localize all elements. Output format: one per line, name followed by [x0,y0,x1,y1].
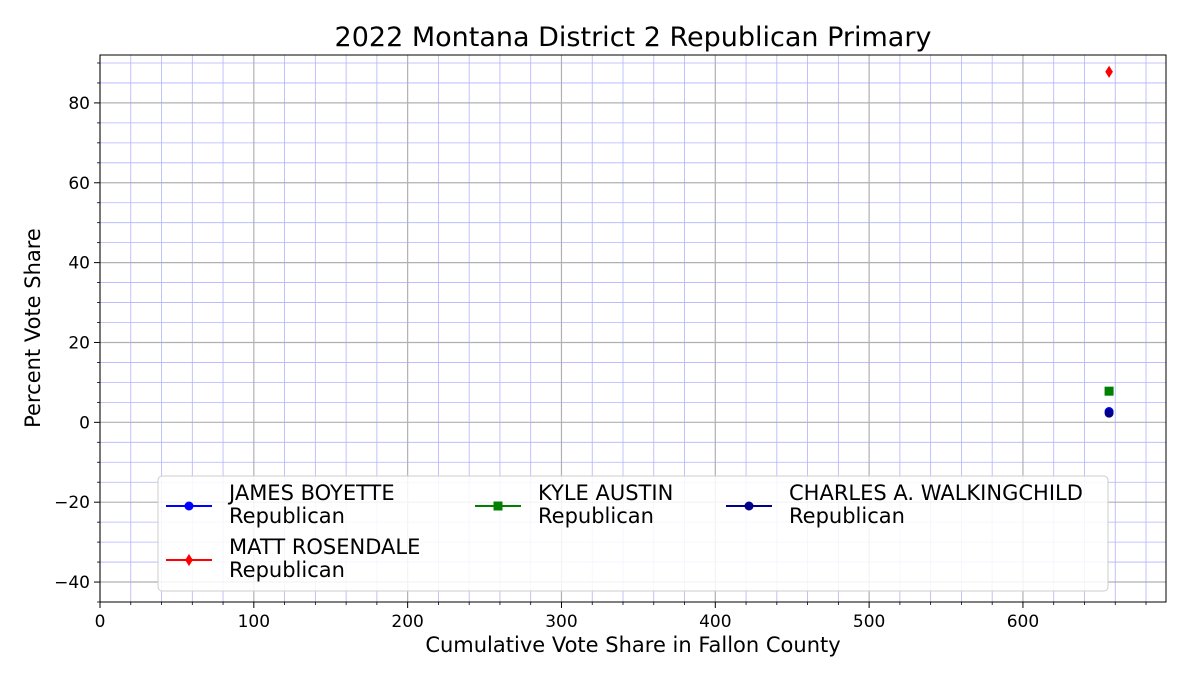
legend-series-name: JAMES BOYETTE [227,481,395,505]
y-tick-label: 0 [79,413,90,433]
y-tick-label: −40 [54,573,90,593]
x-tick-label: 500 [853,612,885,632]
y-tick-label: 60 [68,174,90,194]
legend-series-name: MATT ROSENDALE [229,535,420,559]
data-points [1104,65,1114,418]
legend-series-party: Republican [538,504,654,528]
x-tick-label: 0 [95,612,106,632]
x-tick-label: 100 [238,612,270,632]
tick-labels: 0 100 200 300 400 500 600 −40 −20 0 20 40 60 80 [54,94,1039,632]
x-tick-label: 300 [545,612,577,632]
data-point [1104,386,1114,396]
legend-series-name: KYLE AUSTIN [538,481,673,505]
y-tick-label: −20 [54,493,90,513]
legend-marker [744,501,754,511]
x-tick-label: 400 [699,612,731,632]
legend-series-party: Republican [229,558,345,582]
legend-marker [185,553,193,567]
data-point [1104,408,1114,418]
legend-series-party: Republican [229,504,345,528]
y-axis-label: Percent Vote Share [21,228,45,428]
y-tick-label: 20 [68,333,90,353]
y-tick-label: 40 [68,254,90,274]
legend-marker [184,501,194,511]
chart-title: 2022 Montana District 2 Republican Prima… [335,22,932,53]
x-tick-label: 600 [1007,612,1039,632]
legend-series-party: Republican [789,504,905,528]
legend-frame [157,475,1109,592]
ticks [94,62,1147,608]
y-tick-label: 80 [68,94,90,114]
x-axis-label: Cumulative Vote Share in Fallon County [425,633,840,657]
x-tick-label: 200 [391,612,423,632]
legend-marker [493,501,503,511]
legend-series-name: CHARLES A. WALKINGCHILD [789,481,1083,505]
data-point [1105,65,1113,78]
plot-frame [99,54,1167,603]
